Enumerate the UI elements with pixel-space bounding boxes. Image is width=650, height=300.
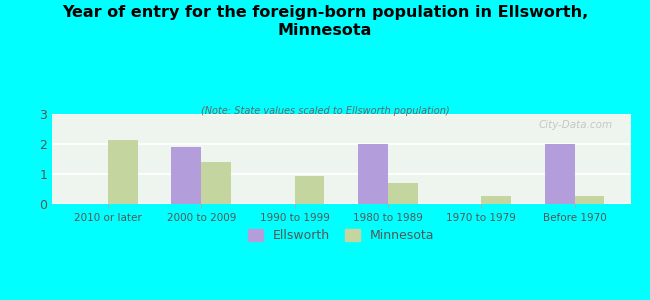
Legend: Ellsworth, Minnesota: Ellsworth, Minnesota — [243, 224, 439, 247]
Bar — [545, 144, 575, 204]
Bar — [108, 140, 138, 204]
Text: Year of entry for the foreign-born population in Ellsworth,
Minnesota: Year of entry for the foreign-born popul… — [62, 4, 588, 38]
Text: City-Data.com: City-Data.com — [539, 120, 613, 130]
Bar — [172, 147, 202, 204]
Bar — [202, 162, 231, 204]
Bar — [481, 196, 511, 204]
Bar — [575, 196, 604, 204]
Bar — [388, 183, 418, 204]
Bar — [358, 144, 388, 204]
Bar — [294, 176, 324, 204]
Text: (Note: State values scaled to Ellsworth population): (Note: State values scaled to Ellsworth … — [201, 106, 449, 116]
